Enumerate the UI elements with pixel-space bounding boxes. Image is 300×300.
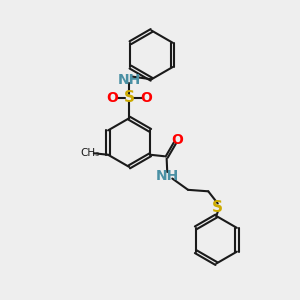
Text: O: O	[140, 91, 152, 105]
Text: O: O	[172, 133, 184, 147]
Text: S: S	[212, 200, 223, 215]
Text: O: O	[106, 91, 119, 105]
Text: CH₃: CH₃	[81, 148, 100, 158]
Text: S: S	[124, 91, 135, 106]
Text: NH: NH	[156, 169, 179, 183]
Text: NH: NH	[118, 73, 141, 87]
